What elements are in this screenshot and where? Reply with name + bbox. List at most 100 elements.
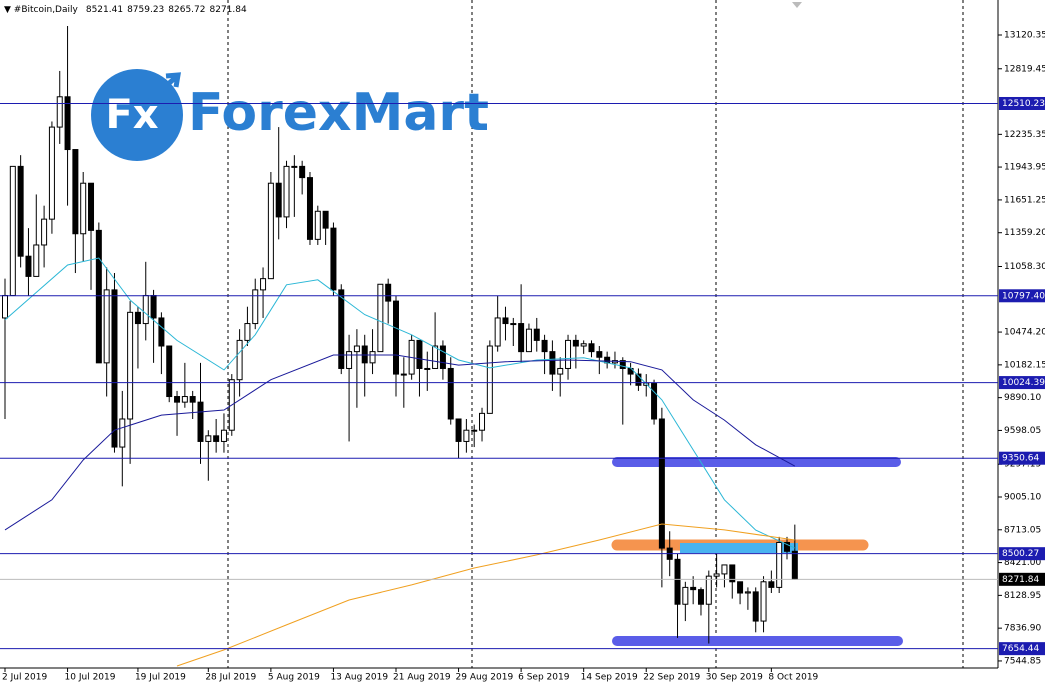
candle-body xyxy=(760,581,767,622)
candle-body xyxy=(158,317,165,347)
candle-body xyxy=(346,351,353,369)
x-tick-label: 22 Sep 2019 xyxy=(643,673,700,683)
x-tick-label: 6 Sep 2019 xyxy=(518,673,570,683)
candle-body xyxy=(752,591,759,622)
candle-body xyxy=(377,283,384,353)
y-tick-label: 10182.15 xyxy=(1004,360,1045,370)
y-tick-label: 7836.90 xyxy=(1004,624,1041,634)
candle-body xyxy=(330,227,337,291)
candle-body xyxy=(651,382,658,420)
candle-body xyxy=(291,165,298,168)
candle-body xyxy=(791,550,798,580)
level-label: 10797.40 xyxy=(1002,291,1045,301)
candle-body xyxy=(17,165,24,257)
y-tick-label: 8128.95 xyxy=(1004,591,1041,601)
candle-body xyxy=(260,278,267,291)
moving-average xyxy=(4,257,796,549)
moving-average xyxy=(4,354,796,531)
y-tick-label: 11943.95 xyxy=(1004,163,1045,173)
candle-body xyxy=(447,367,454,420)
candle-body xyxy=(80,182,87,235)
candle-body xyxy=(572,339,579,347)
candle-body xyxy=(127,311,134,420)
level-label-box xyxy=(999,289,1045,303)
candle-body xyxy=(658,418,665,549)
candle-body xyxy=(267,182,274,280)
candle-body xyxy=(103,289,110,364)
candle-body xyxy=(768,581,775,588)
level-label: 8500.27 xyxy=(1002,549,1039,559)
candle-body xyxy=(557,367,564,375)
x-tick-label: 30 Sep 2019 xyxy=(706,673,763,683)
candle-body xyxy=(471,429,478,432)
y-tick-label: 10474.20 xyxy=(1004,328,1045,338)
level-label-box xyxy=(999,376,1045,390)
moving-average xyxy=(176,523,795,667)
level-label: 12510.23 xyxy=(1002,99,1045,109)
current-price-box xyxy=(999,572,1045,586)
y-tick-label: 12819.45 xyxy=(1004,64,1045,74)
candle-body xyxy=(189,396,196,403)
candle-body xyxy=(236,339,243,381)
candle-body xyxy=(283,165,290,218)
x-tick-label: 19 Jul 2019 xyxy=(135,673,186,683)
current-price-label: 8271.84 xyxy=(1002,575,1039,585)
candle-body xyxy=(744,591,751,594)
candle-body xyxy=(252,289,259,325)
x-tick-label: 29 Aug 2019 xyxy=(456,673,514,683)
y-tick-label: 8421.00 xyxy=(1004,558,1041,568)
candle-body xyxy=(181,396,188,403)
candle-body xyxy=(697,589,704,605)
x-tick-label: 14 Sep 2019 xyxy=(581,673,638,683)
candle-body xyxy=(479,412,486,431)
candle-body xyxy=(619,360,626,369)
candle-body xyxy=(174,396,181,403)
candle-body xyxy=(353,345,360,353)
candle-body xyxy=(705,575,712,605)
candle-body xyxy=(9,165,16,296)
chart-header: ▼ #Bitcoin,Daily 8521.41 8759.23 8265.72 827… xyxy=(4,5,247,15)
header-low: 8265.72 xyxy=(168,5,205,15)
y-tick-label: 8713.05 xyxy=(1004,525,1041,535)
y-tick-label: 9297.15 xyxy=(1004,460,1041,470)
candle-body xyxy=(220,429,227,442)
candle-body xyxy=(580,343,587,347)
candle-body xyxy=(33,244,40,277)
candle-body xyxy=(142,294,149,325)
candle-body xyxy=(166,345,173,398)
candle-body xyxy=(244,323,251,341)
candle-body xyxy=(134,311,141,325)
level-label-box xyxy=(999,451,1045,465)
candle-body xyxy=(361,345,368,364)
candle-body xyxy=(56,96,63,128)
candle-body xyxy=(369,351,376,364)
candle-body xyxy=(25,255,32,277)
x-tick-label: 10 Jul 2019 xyxy=(65,673,116,683)
level-label: 10024.39 xyxy=(1002,378,1045,388)
candle-body xyxy=(486,345,493,414)
candle-body xyxy=(306,177,313,240)
chart-title: #Bitcoin,Daily xyxy=(14,5,79,15)
candle-body xyxy=(41,218,48,246)
level-label: 9350.64 xyxy=(1002,454,1039,464)
candle-body xyxy=(338,289,345,369)
candle-body xyxy=(400,373,407,376)
candle-body xyxy=(416,339,423,369)
candle-body xyxy=(776,541,783,588)
y-tick-label: 7544.85 xyxy=(1004,656,1041,666)
candle-body xyxy=(2,294,8,319)
candle-body xyxy=(737,581,744,594)
candle-body xyxy=(525,328,532,353)
candle-body xyxy=(674,558,681,605)
y-tick-label: 11359.20 xyxy=(1004,228,1045,238)
logo: Fx ForexMart xyxy=(91,69,489,161)
candle-body xyxy=(385,283,392,302)
candle-body xyxy=(596,351,603,358)
x-tick-label: 2 Jul 2019 xyxy=(2,673,47,683)
x-tick-label: 5 Aug 2019 xyxy=(268,673,320,683)
y-tick-label: 9598.05 xyxy=(1004,426,1041,436)
candle-body xyxy=(729,564,736,583)
level-label: 7654.44 xyxy=(1002,644,1039,654)
candle-body xyxy=(463,429,470,442)
